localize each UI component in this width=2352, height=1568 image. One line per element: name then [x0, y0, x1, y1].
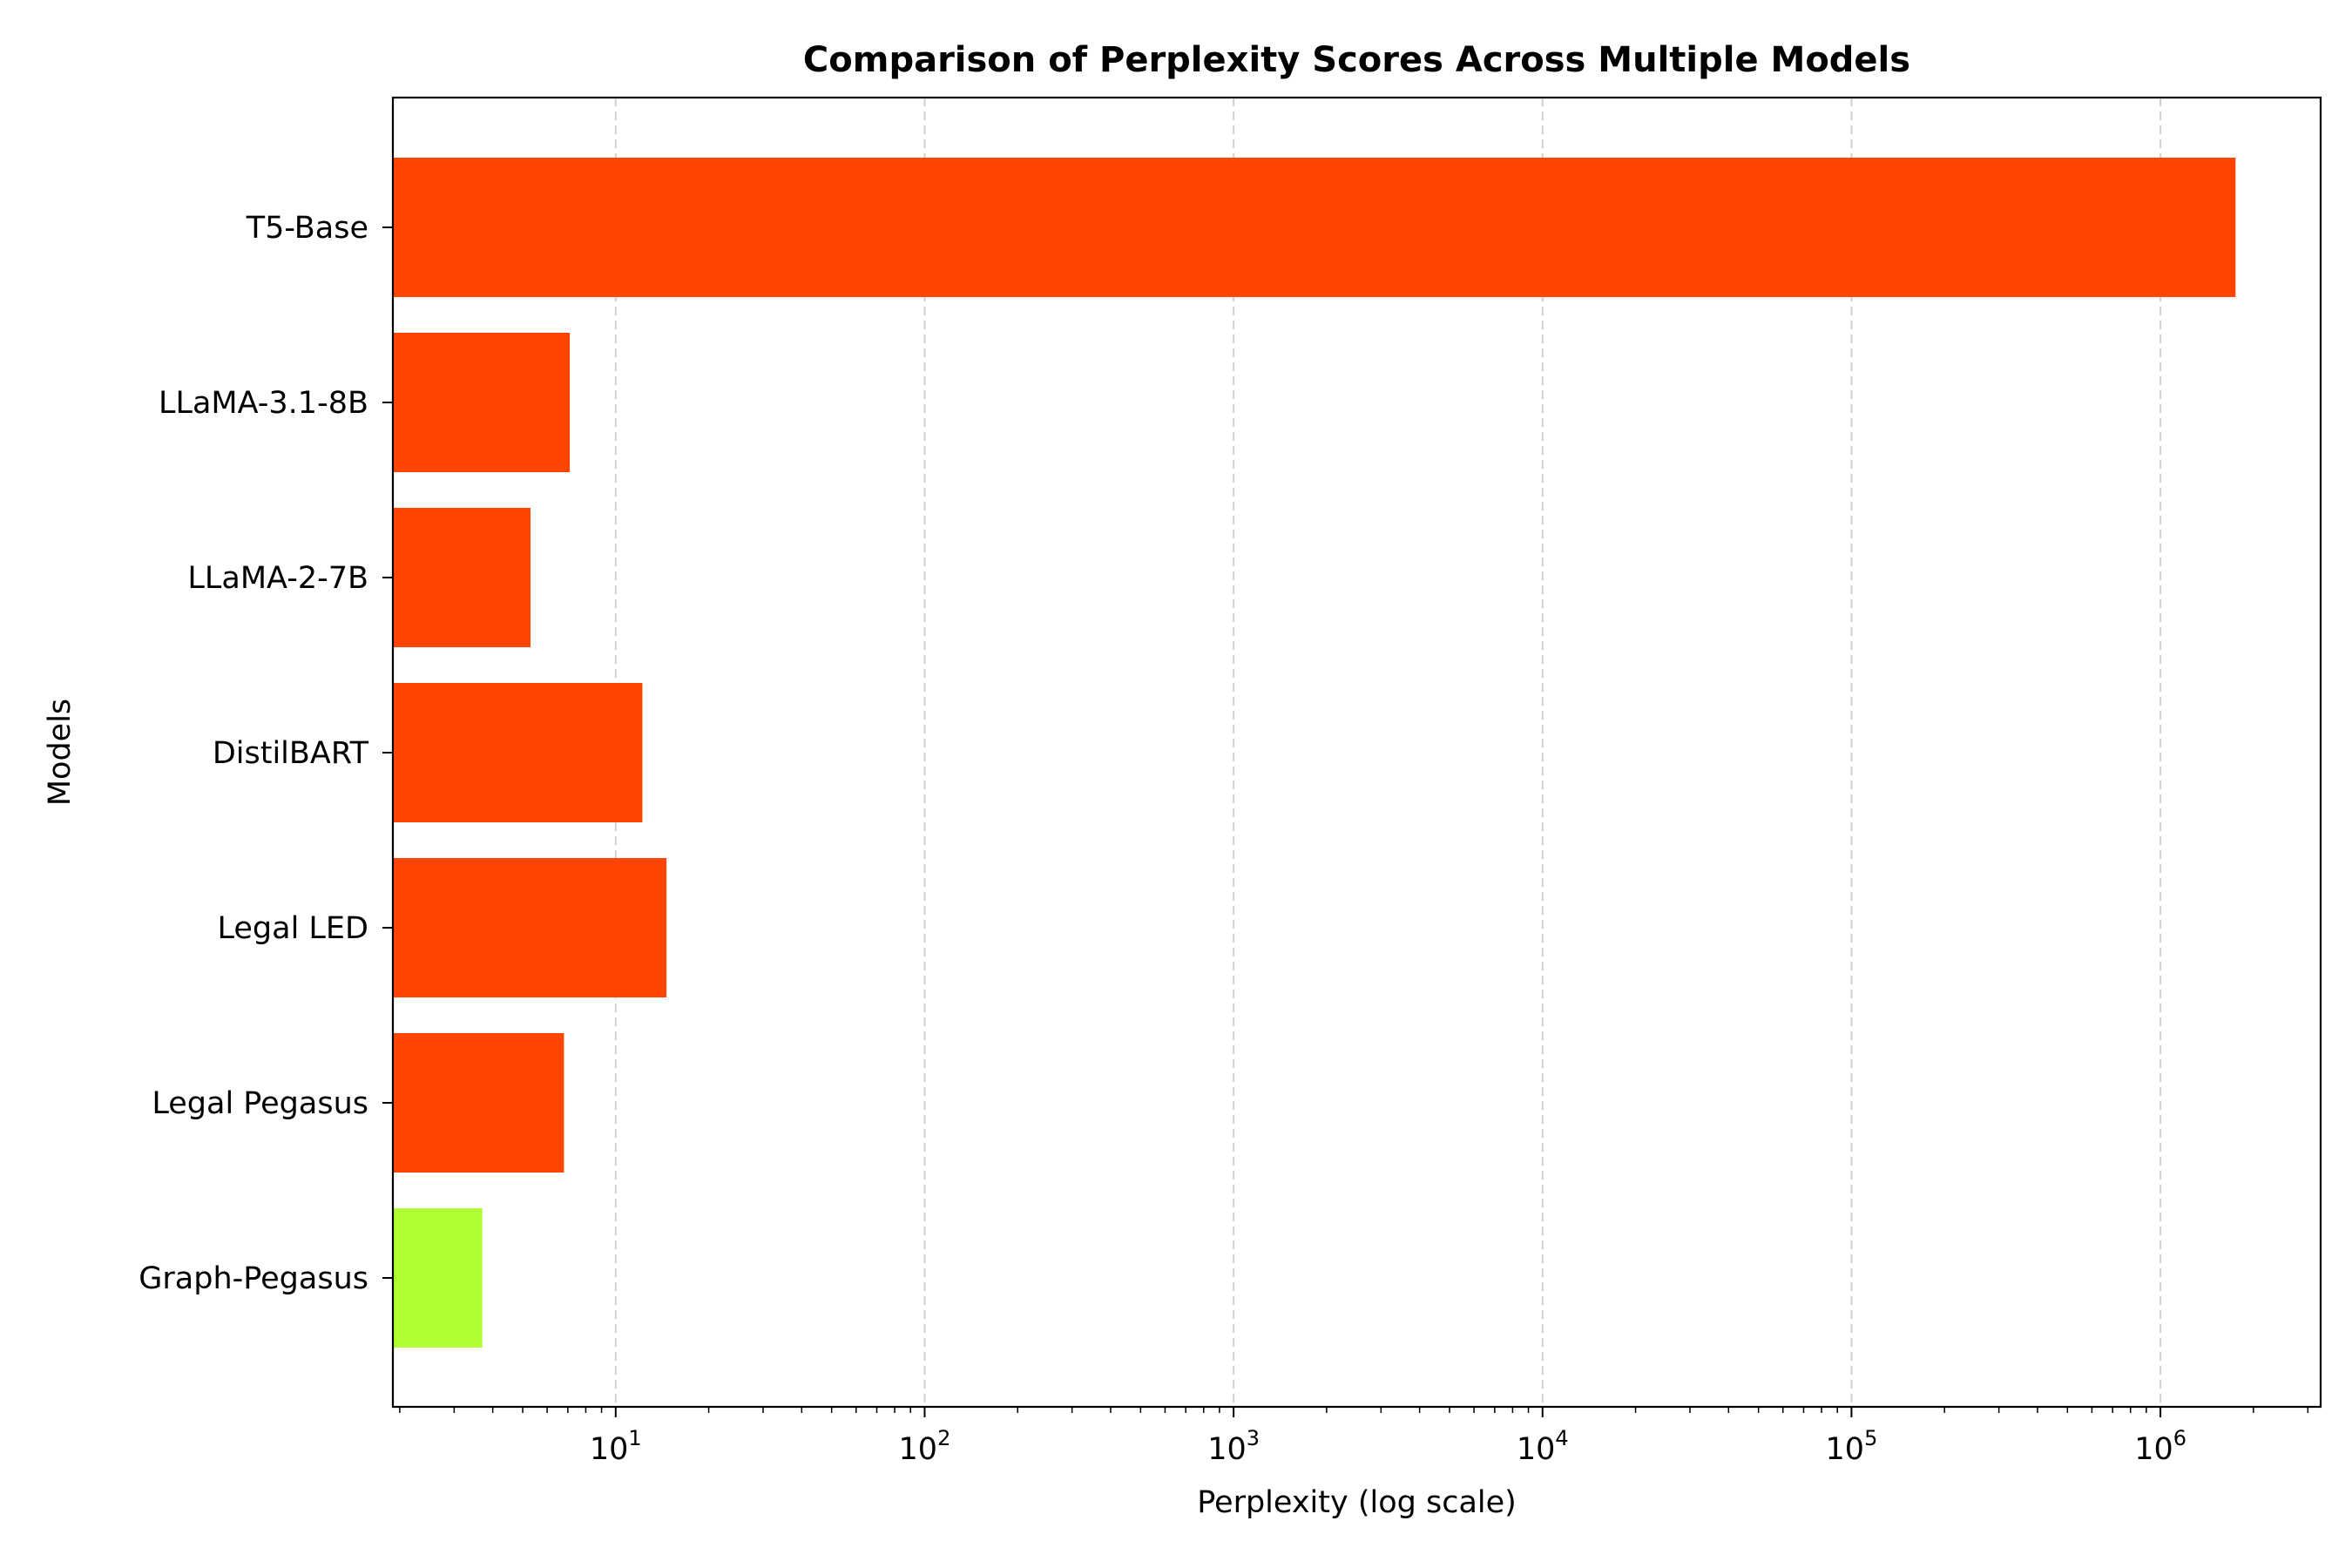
y-tick-label: Legal Pegasus [152, 1086, 368, 1121]
x-tick-base: 10 [1207, 1432, 1247, 1467]
bar [393, 333, 571, 472]
x-tick-label: 101 [590, 1426, 642, 1467]
x-tick-exponent: 2 [937, 1426, 950, 1450]
y-tick-label: Graph-Pegasus [139, 1261, 368, 1296]
y-tick-label: LLaMA-2-7B [187, 561, 368, 596]
x-tick-label: 104 [1517, 1426, 1569, 1467]
bar [393, 683, 643, 822]
x-tick-base: 10 [899, 1432, 938, 1467]
chart-title: Comparison of Perplexity Scores Across M… [803, 40, 1910, 80]
bar [393, 158, 2236, 297]
x-tick-label: 102 [899, 1426, 951, 1467]
x-tick-base: 10 [590, 1432, 629, 1467]
x-tick-exponent: 3 [1247, 1426, 1260, 1450]
x-tick-base: 10 [1517, 1432, 1556, 1467]
bar [393, 508, 531, 647]
x-tick-label: 103 [1207, 1426, 1260, 1467]
x-tick-base: 10 [2134, 1432, 2173, 1467]
y-tick-label: Legal LED [218, 911, 369, 946]
x-tick-base: 10 [1826, 1432, 1865, 1467]
y-tick-label: LLaMA-3.1-8B [159, 386, 368, 421]
x-axis-label: Perplexity (log scale) [1197, 1485, 1517, 1520]
y-tick-label: DistilBART [213, 736, 369, 771]
grid-lines [614, 98, 2162, 1407]
bar [393, 858, 667, 997]
x-tick-label: 106 [2134, 1426, 2186, 1467]
bar [393, 1208, 483, 1348]
x-tick-exponent: 4 [1555, 1426, 1568, 1450]
y-axis-label: Models [43, 699, 78, 806]
y-tick-label: T5-Base [246, 211, 368, 246]
x-tick-label: 105 [1826, 1426, 1878, 1467]
x-tick-exponent: 6 [2173, 1426, 2186, 1450]
bar [393, 1033, 564, 1173]
bars [393, 158, 2236, 1348]
x-tick-exponent: 5 [1864, 1426, 1877, 1450]
axis-ticks: 101 102 103 104 105 106T5-BaseLLaMA-3.1-8BLLa… [139, 211, 2309, 1467]
x-tick-exponent: 1 [628, 1426, 641, 1450]
